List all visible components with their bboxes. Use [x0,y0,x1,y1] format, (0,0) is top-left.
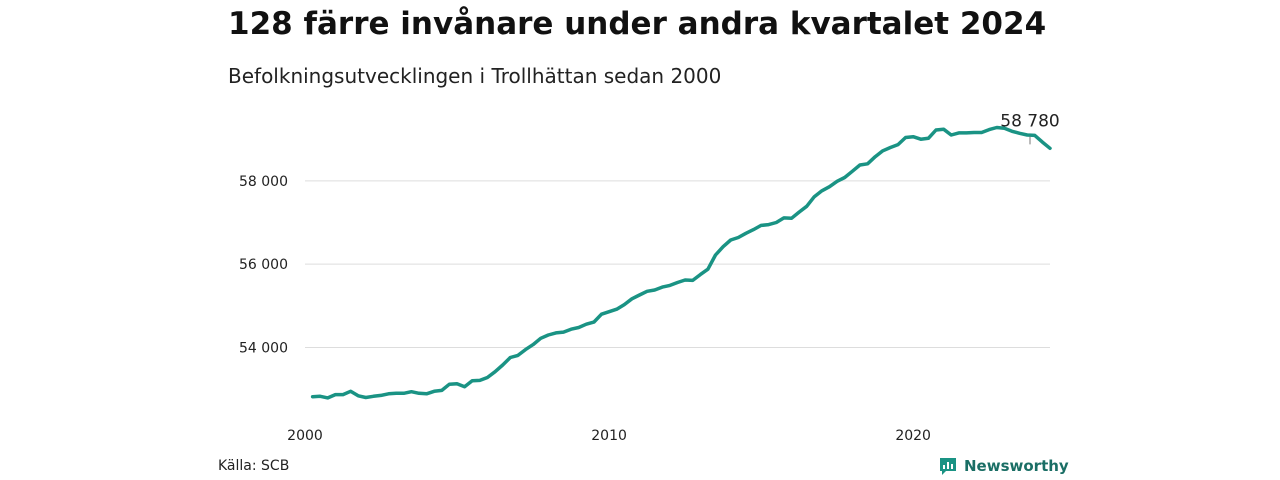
x-tick-label: 2020 [895,428,931,444]
brand-logo: Newsworthy [938,456,1069,476]
y-tick-label: 58 000 [239,174,288,190]
source-note: Källa: SCB [218,458,290,474]
y-tick-label: 54 000 [239,341,288,357]
x-tick-label: 2000 [287,428,323,444]
series-line-population [310,125,1052,400]
brand-name: Newsworthy [964,457,1069,475]
x-tick-label: 2010 [591,428,627,444]
x-axis-ticks: 2000 2010 2020 [287,428,931,444]
y-tick-label: 56 000 [239,257,288,273]
end-value-label: 58 780 [1000,111,1059,131]
chart-subtitle: Befolkningsutvecklingen i Trollhättan se… [228,64,722,88]
bar-chart-icon [940,458,956,475]
chart-title: 128 färre invånare under andra kvartalet… [228,6,1047,42]
y-axis-ticks: 54 000 56 000 58 000 [239,174,288,357]
grid-lines [305,180,1050,348]
